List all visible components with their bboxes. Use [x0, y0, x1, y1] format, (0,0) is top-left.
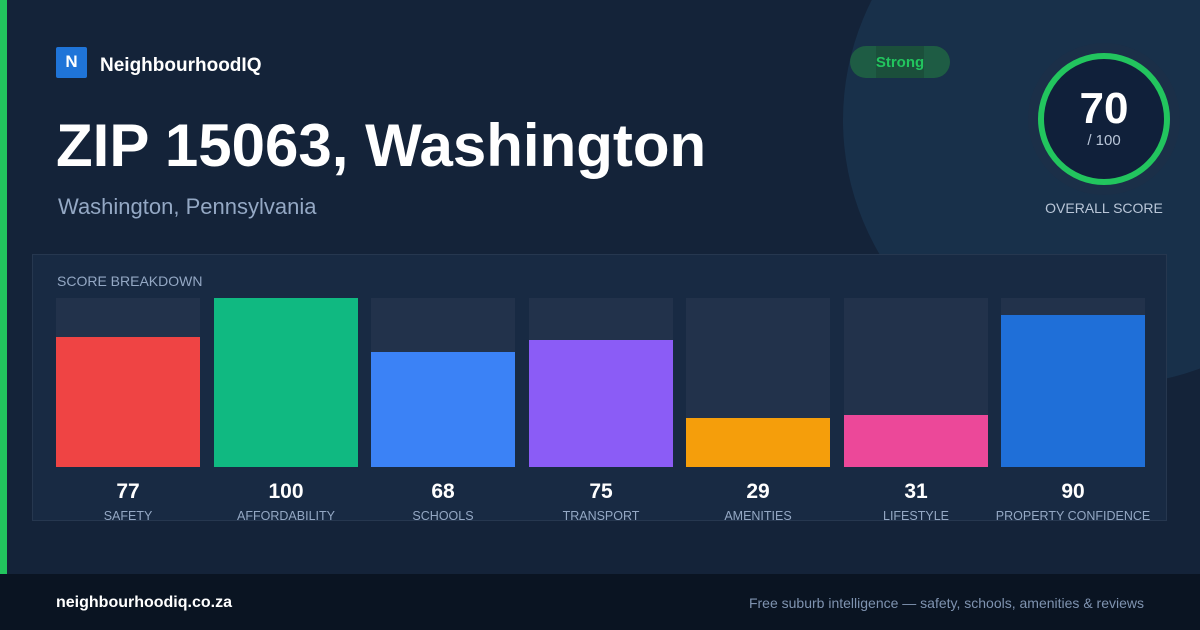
score-breakdown-panel: SCORE BREAKDOWN 77 SAFETY 100 AFFORDABILITY…	[32, 254, 1167, 523]
footer: neighbourhoodiq.co.za Free suburb intell…	[0, 574, 1200, 630]
bar-fill	[1001, 315, 1145, 467]
bar-value: 31	[904, 480, 928, 503]
bar-track	[214, 298, 358, 467]
overall-score-value: 70	[1079, 84, 1129, 133]
bar-value: 100	[268, 480, 304, 503]
score-breakdown-title: SCORE BREAKDOWN	[57, 273, 203, 289]
score-ring-inner-bg	[1041, 56, 1167, 182]
bar-label: PROPERTY CONFIDENCE	[995, 509, 1151, 523]
location-subtitle: Washington, Pennsylvania	[58, 194, 317, 219]
bar-value: 90	[1061, 480, 1085, 503]
bar-track	[529, 298, 673, 467]
footer-tagline: Free suburb intelligence — safety, schoo…	[748, 595, 1144, 611]
brand-name: NeighbourhoodIQ	[100, 55, 262, 76]
footer-domain-link[interactable]: neighbourhoodiq.co.za	[56, 594, 232, 611]
bar-track	[371, 298, 515, 467]
rating-badge: Strong	[850, 46, 950, 78]
accent-stripe	[0, 0, 7, 574]
bar-fill	[56, 337, 200, 467]
bar-track	[1001, 298, 1145, 467]
page-title: ZIP 15063, Washington	[56, 112, 707, 179]
bar-fill	[844, 415, 988, 467]
overall-score-max: / 100	[1087, 132, 1121, 149]
bar-label: SAFETY	[103, 509, 153, 523]
overall-score-label: OVERALL SCORE	[1045, 200, 1163, 216]
brand-logo-icon: N	[56, 46, 87, 78]
bar-label: LIFESTYLE	[883, 509, 949, 523]
brand[interactable]: N NeighbourhoodIQ	[56, 46, 261, 78]
bar-track	[686, 298, 830, 467]
bar-value: 75	[589, 480, 613, 503]
bar-fill	[686, 418, 830, 467]
bar-value: 68	[431, 480, 455, 503]
overall-score-ring	[1028, 43, 1180, 195]
bar-fill	[371, 352, 515, 467]
bar-fill	[529, 340, 673, 467]
bar-value: 77	[116, 480, 140, 503]
bar-value: 29	[746, 480, 770, 503]
bar-track	[844, 298, 988, 467]
rating-badge-label: Strong	[875, 53, 925, 71]
bar-label: AFFORDABILITY	[237, 509, 335, 523]
bar-fill	[214, 298, 358, 467]
bar-label: TRANSPORT	[562, 509, 640, 523]
bar-label: SCHOOLS	[412, 509, 474, 523]
bar-track	[56, 298, 200, 467]
bar-label: AMENITIES	[724, 509, 792, 523]
score-ring-arc	[1038, 53, 1170, 185]
